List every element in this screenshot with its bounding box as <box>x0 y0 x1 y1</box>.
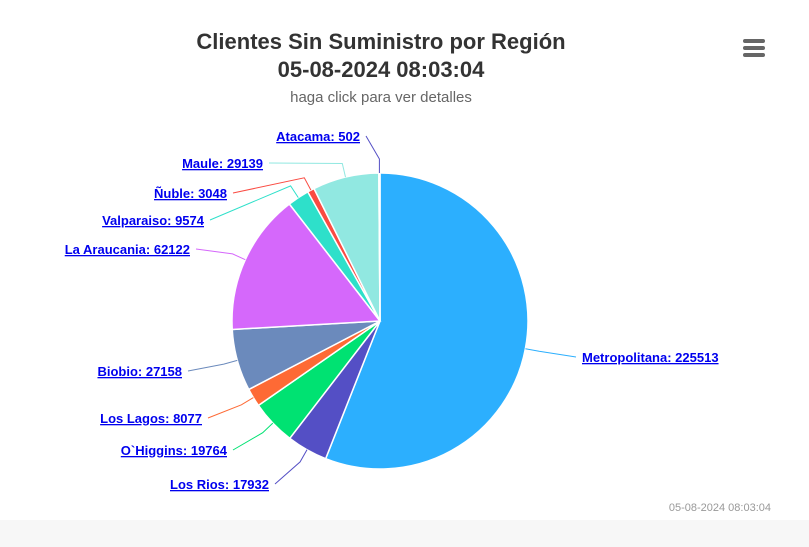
pie-slice-la-araucania[interactable] <box>231 202 382 331</box>
hamburger-menu-icon[interactable] <box>740 38 768 62</box>
chart-subtitle: haga click para ver detalles <box>290 89 472 106</box>
connector-los-lagos <box>207 397 254 419</box>
connector-valparaiso <box>209 185 299 221</box>
chart-footer-band <box>0 520 809 547</box>
connector-atacama <box>365 135 380 173</box>
connector-o-higgins <box>232 422 274 451</box>
data-label-atacama[interactable]: Atacama: 502 <box>276 129 360 144</box>
connector-la-araucania <box>195 248 246 261</box>
data-label-biobio[interactable]: Biobio: 27158 <box>97 364 182 379</box>
data-label-la-araucania[interactable]: La Araucania: 62122 <box>65 242 190 257</box>
connector-metropolitana <box>525 348 577 358</box>
chart-title-datetime: 05-08-2024 08:03:04 <box>277 57 485 82</box>
data-label-maule[interactable]: Maule: 29139 <box>182 156 263 171</box>
connector-ñuble <box>232 177 312 194</box>
data-label-los-lagos[interactable]: Los Lagos: 8077 <box>100 411 202 426</box>
data-label-o-higgins[interactable]: O`Higgins: 19764 <box>121 443 228 458</box>
pie-slice-metropolitana[interactable] <box>324 172 529 470</box>
connector-biobio <box>187 359 238 372</box>
connector-maule <box>268 162 346 178</box>
data-label-ñuble[interactable]: Ñuble: 3048 <box>154 186 227 201</box>
data-label-los-rios[interactable]: Los Rios: 17932 <box>170 477 269 492</box>
chart-title: Clientes Sin Suministro por Región <box>196 29 566 54</box>
footer-timestamp: 05-08-2024 08:03:04 <box>668 502 771 514</box>
data-label-valparaiso[interactable]: Valparaiso: 9574 <box>102 213 205 228</box>
data-label-metropolitana[interactable]: Metropolitana: 225513 <box>582 350 719 365</box>
connector-los-rios <box>274 449 308 485</box>
